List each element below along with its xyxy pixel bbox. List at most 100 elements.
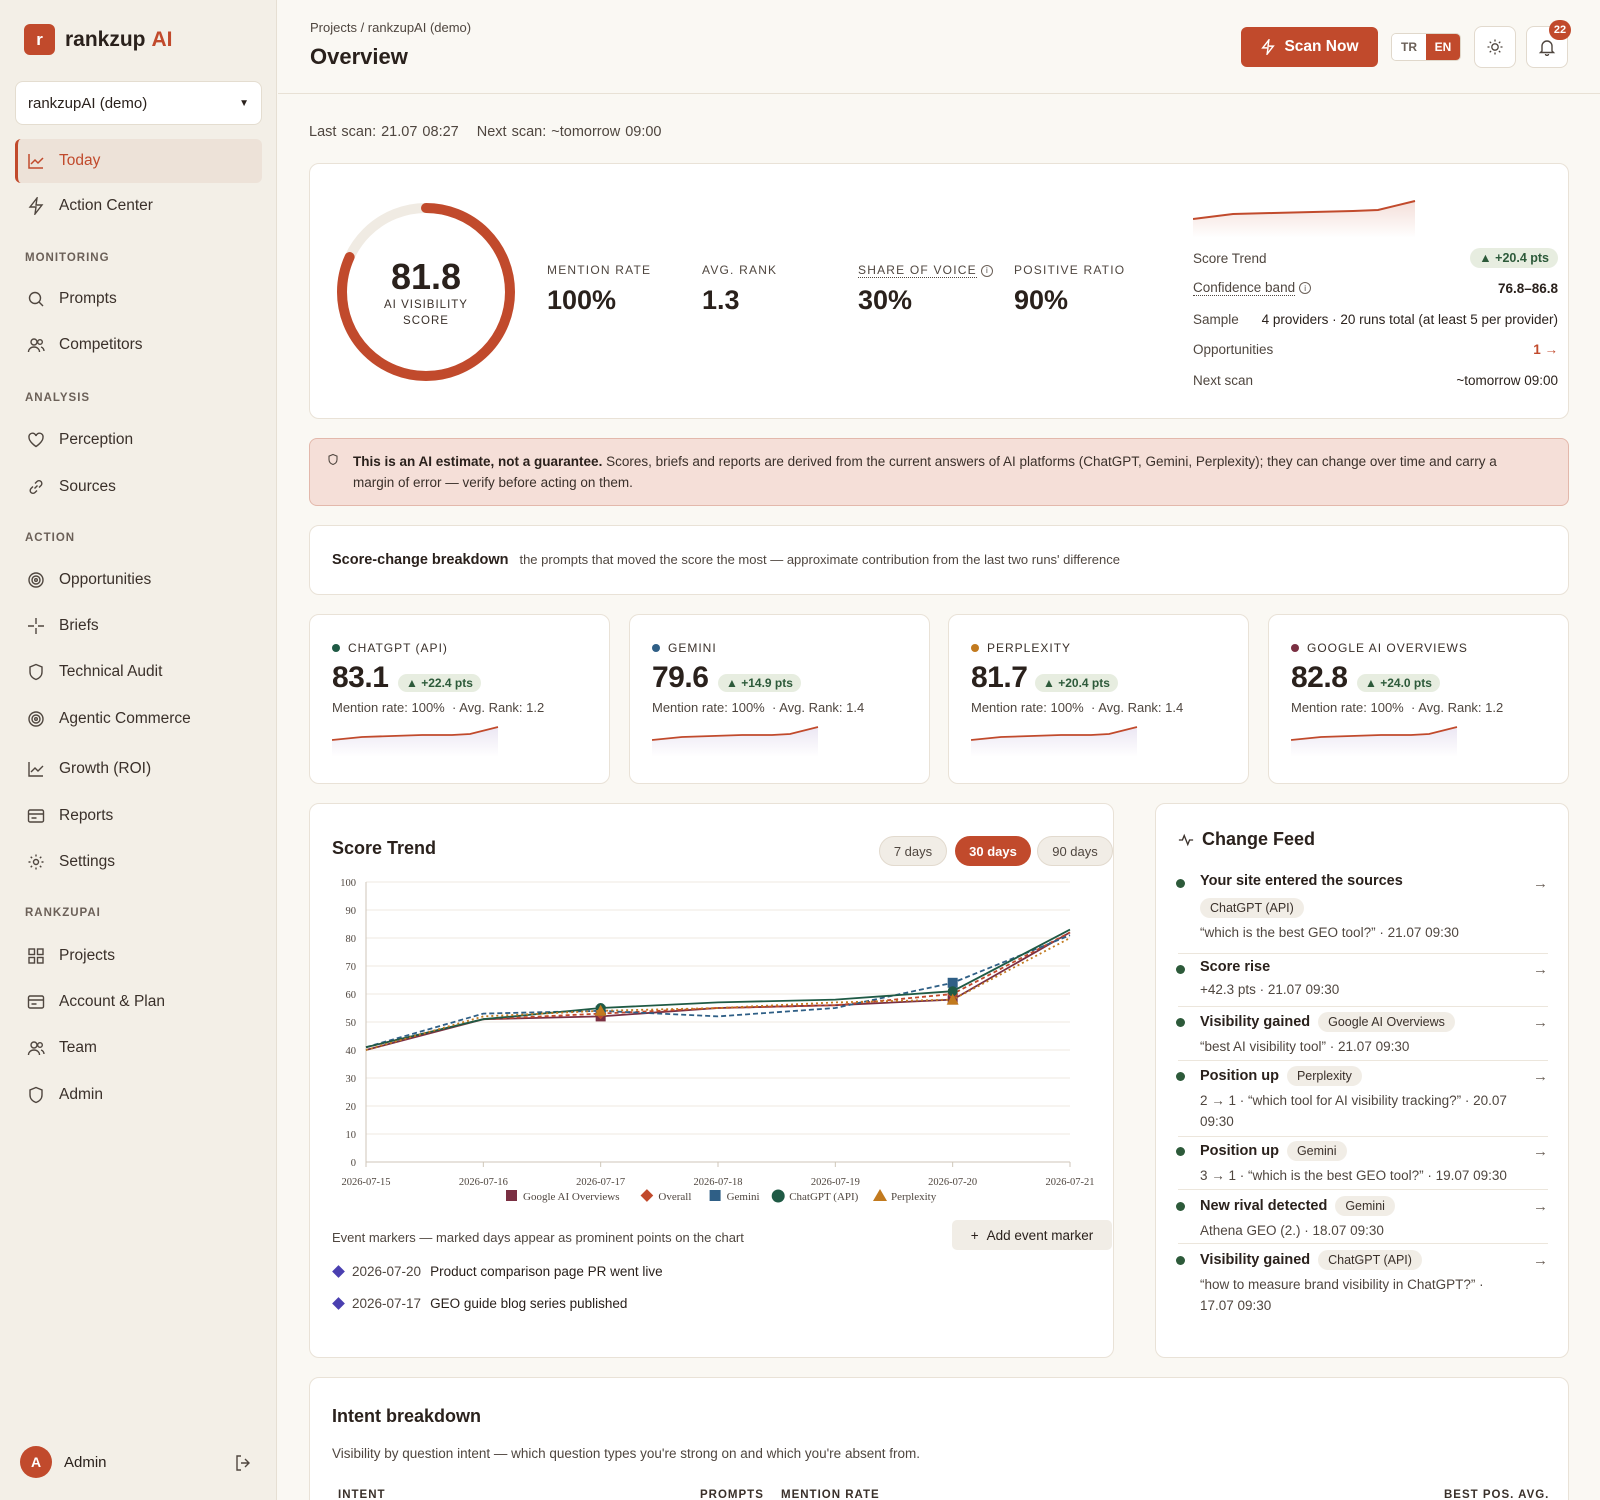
nav-section-monitoring: MONITORING (25, 252, 110, 264)
provider-mention-rate: Mention rate: 100% (971, 700, 1084, 715)
feed-item[interactable]: Score rise +42.3 pts · 21.07 09:30 → (1176, 959, 1548, 1000)
y-tick-label: 50 (346, 1018, 357, 1029)
nav-team[interactable]: Team (15, 1026, 262, 1070)
feed-item-detail: 3 → 1 · “which is the best GEO tool?” · … (1200, 1168, 1507, 1183)
col-intent-header[interactable]: INTENT (338, 1489, 386, 1500)
provider-score: 82.8 (1291, 661, 1348, 694)
nav-sources[interactable]: Sources (15, 465, 262, 509)
nav-settings[interactable]: Settings (15, 840, 262, 884)
scan-now-button[interactable]: Scan Now (1241, 27, 1378, 67)
y-tick-label: 40 (346, 1046, 357, 1057)
brand-ai: AI (151, 27, 173, 51)
share-of-voice-value: 30% (858, 285, 913, 315)
feed-item[interactable]: New rival detected Gemini Athena GEO (2.)… (1176, 1196, 1548, 1241)
provider-card-perplexity[interactable]: PERPLEXITY 81.7 ▲ +20.4 pts Mention rate… (948, 614, 1249, 784)
avg-rank-label: AVG. RANK (702, 263, 778, 277)
range-30-days-button[interactable]: 30 days (955, 836, 1031, 866)
nav-projects[interactable]: Projects (15, 934, 262, 978)
confidence-band-label: Confidence band (1193, 280, 1296, 296)
y-tick-label: 60 (346, 990, 357, 1001)
breadcrumb[interactable]: Projects / rankzupAI (demo) (310, 20, 472, 35)
diamond-icon (332, 1297, 345, 1310)
theme-toggle-button[interactable] (1474, 26, 1516, 68)
next-scan-value: ~tomorrow 09:00 (1456, 373, 1558, 388)
card-icon (27, 995, 45, 1009)
col-best-pos-header[interactable]: BEST POS. AVG. (1444, 1489, 1550, 1500)
data-point (594, 1004, 607, 1016)
mention-rate-label: MENTION RATE (547, 263, 652, 277)
data-point (947, 986, 958, 997)
visibility-gauge (337, 203, 515, 381)
range-7-days-button[interactable]: 7 days (879, 836, 947, 866)
avatar: A (20, 1446, 52, 1478)
mention-rate-value: 100% (547, 285, 617, 315)
event-label: GEO guide blog series published (430, 1296, 628, 1311)
nav-perception[interactable]: Perception (15, 418, 262, 462)
provider-card-google-ai-overviews[interactable]: GOOGLE AI OVERVIEWS 82.8 ▲ +24.0 pts Men… (1268, 614, 1569, 784)
nav-reports[interactable]: Reports (15, 794, 262, 838)
project-select[interactable]: rankzupAI (demo) ▼ (15, 81, 262, 125)
last-scan-text: Last scan: 21.07 08:27 (309, 124, 459, 140)
feed-item[interactable]: Position up Perplexity 2 → 1 · “which too… (1176, 1066, 1548, 1132)
feed-item-tag: Google AI Overviews (1318, 1012, 1455, 1032)
logo[interactable]: r rankzup AI (24, 24, 173, 55)
nav-account[interactable]: Account & Plan (15, 980, 262, 1024)
lang-en-button[interactable]: EN (1426, 34, 1460, 60)
lang-tr-button[interactable]: TR (1392, 34, 1426, 60)
score-breakdown-card[interactable]: Score-change breakdown the prompts that … (309, 525, 1569, 595)
nav-label: Account & Plan (59, 993, 165, 1010)
provider-mention-rate: Mention rate: 100% (652, 700, 765, 715)
feed-item[interactable]: Visibility gained Google AI Overviews “be… (1176, 1012, 1548, 1057)
info-icon[interactable]: i (1299, 282, 1312, 294)
provider-name: PERPLEXITY (987, 641, 1072, 655)
add-event-marker-button[interactable]: + Add event marker (952, 1220, 1112, 1250)
feed-item[interactable]: Visibility gained ChatGPT (API) “how to m… (1176, 1250, 1548, 1316)
link-icon (29, 479, 43, 495)
provider-card-chatgpt[interactable]: CHATGPT (API) 83.1 ▲ +22.4 pts Mention r… (309, 614, 610, 784)
provider-card-gemini[interactable]: GEMINI 79.6 ▲ +14.9 pts Mention rate: 10… (629, 614, 930, 784)
logout-icon[interactable] (234, 1454, 252, 1472)
disclaimer-text: Scores, briefs and reports are derived f… (353, 454, 1497, 490)
shield-icon (29, 1086, 43, 1104)
divider (1178, 1243, 1548, 1244)
avg-rank-value: 1.3 (702, 285, 740, 315)
opportunities-link[interactable]: 1 → (1533, 342, 1558, 357)
feed-item[interactable]: Your site entered the sources ChatGPT (A… (1176, 873, 1548, 943)
notifications-button[interactable] (1526, 26, 1568, 68)
scan-meta: Last scan: 21.07 08:27 Next scan: ~tomorr… (309, 124, 661, 140)
provider-delta-badge: ▲ +24.0 pts (1357, 674, 1440, 692)
range-90-days-button[interactable]: 90 days (1037, 836, 1113, 866)
nav-action-center[interactable]: Action Center (15, 184, 262, 228)
add-event-marker-label: Add event marker (986, 1227, 1094, 1243)
positive-ratio-label: POSITIVE RATIO (1014, 263, 1126, 277)
status-dot (1176, 1256, 1185, 1265)
user-profile[interactable]: A Admin (20, 1446, 107, 1478)
nav-prompts[interactable]: Prompts (15, 277, 262, 321)
info-icon[interactable]: i (980, 264, 993, 277)
feed-item-detail: Athena GEO (2.) · 18.07 09:30 (1200, 1223, 1384, 1238)
intent-breakdown-card: Intent breakdown Visibility by question … (309, 1377, 1569, 1500)
nav-agentic-commerce[interactable]: Agentic Commerce (15, 697, 262, 741)
legend-swatch (771, 1189, 785, 1203)
provider-sparkline (1291, 726, 1458, 757)
nav-label: Agentic Commerce (59, 710, 191, 727)
legend-label: Perplexity (891, 1191, 937, 1203)
nav-today[interactable]: Today (15, 139, 262, 183)
col-prompts-header[interactable]: PROMPTS (700, 1489, 764, 1500)
scan-now-label: Scan Now (1284, 38, 1359, 55)
nav-opportunities[interactable]: Opportunities (15, 558, 262, 602)
feed-item[interactable]: Position up Gemini 3 → 1 · “which is the … (1176, 1141, 1548, 1186)
nav-label: Technical Audit (59, 663, 163, 680)
feed-item-tag: ChatGPT (API) (1200, 898, 1304, 918)
nav-technical-audit[interactable]: Technical Audit (15, 650, 262, 694)
divider (1178, 1136, 1548, 1137)
plus-icon: + (970, 1227, 979, 1243)
x-tick-label: 2026-07-19 (811, 1177, 860, 1188)
nav-admin[interactable]: Admin (15, 1073, 262, 1117)
nav-growth[interactable]: Growth (ROI) (15, 747, 262, 791)
nav-briefs[interactable]: Briefs (15, 604, 262, 648)
col-mention-rate-header[interactable]: MENTION RATE (781, 1489, 880, 1500)
feed-item-detail: 2 → 1 · “which tool for AI visibility tr… (1200, 1093, 1507, 1129)
nav-competitors[interactable]: Competitors (15, 323, 262, 367)
nav-section-rankzupai: RANKZUPAI (25, 907, 101, 919)
